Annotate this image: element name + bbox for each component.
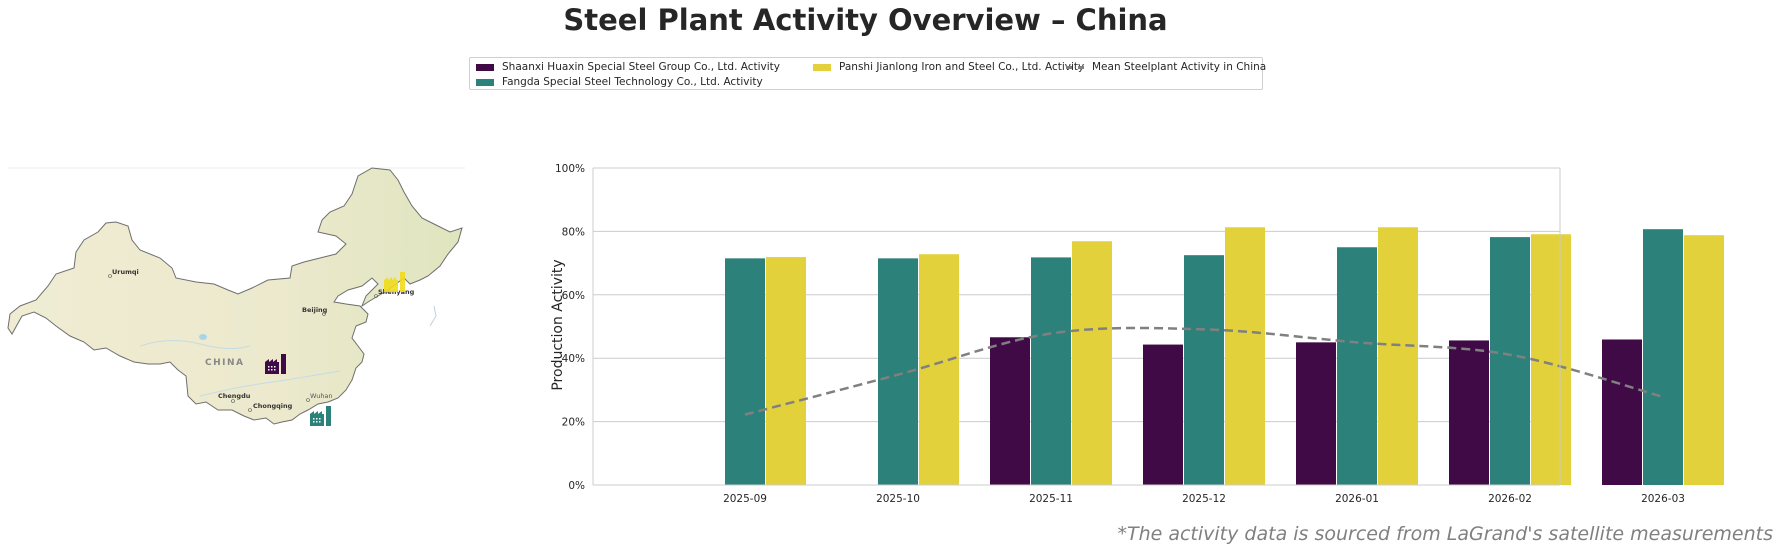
page-title: Steel Plant Activity Overview – China — [563, 3, 1168, 37]
y-tick-label: 40% — [562, 353, 585, 365]
y-tick-label: 100% — [555, 163, 585, 175]
map-river — [199, 370, 341, 397]
x-tick-label: 2025-09 — [723, 493, 767, 505]
city-dot-wuhan — [306, 398, 310, 402]
factory-icon[interactable] — [384, 272, 405, 292]
y-tick-label: 20% — [562, 417, 585, 429]
bar-2025-09-series-2 — [766, 257, 806, 485]
legend-label-shaanxi: Shaanxi Huaxin Special Steel Group Co., … — [502, 61, 781, 73]
bar-2026-01-series-1 — [1337, 247, 1377, 485]
bar-2026-02-series-1 — [1490, 237, 1530, 485]
chart-legend: Shaanxi Huaxin Special Steel Group Co., … — [469, 57, 1266, 90]
y-tick-label: 80% — [562, 226, 585, 238]
factory-icon[interactable] — [310, 406, 331, 426]
x-tick-label: 2026-01 — [1335, 493, 1379, 505]
country-label: CHINA — [205, 358, 244, 368]
legend-label-panshi: Panshi Jianlong Iron and Steel Co., Ltd.… — [839, 61, 1085, 73]
bar-2025-11-series-1 — [1031, 257, 1071, 485]
x-tick-label: 2025-10 — [876, 493, 920, 505]
bar-2025-11-series-0 — [990, 337, 1030, 485]
city-label-chengdu: Chengdu — [218, 392, 251, 400]
map-coast-detail — [429, 305, 437, 327]
legend-item-panshi: Panshi Jianlong Iron and Steel Co., Ltd.… — [813, 60, 1084, 74]
city-label-wuhan: Wuhan — [310, 392, 333, 400]
bar-2026-02-series-0 — [1449, 340, 1489, 485]
x-tick-label: 2025-11 — [1029, 493, 1073, 505]
legend-label-mean: Mean Steelplant Activity in China — [1092, 61, 1267, 73]
axes: 0% 20% 40% 60% 80% 100% 2025-09 2025-10 2025-11 2… — [555, 163, 1685, 505]
bar-2026-01-series-0 — [1296, 342, 1336, 485]
bar-2026-03-series-1 — [1643, 229, 1683, 485]
y-axis-label: Production Activity — [550, 259, 566, 390]
legend-swatch-panshi — [813, 63, 831, 71]
x-tick-label: 2026-02 — [1488, 493, 1532, 505]
bar-2025-12-series-2 — [1225, 227, 1265, 485]
city-label-beijing: Beijing — [302, 306, 328, 314]
map-lake — [199, 334, 207, 340]
bar-2025-12-series-0 — [1143, 344, 1183, 485]
mean-activity-line — [744, 326, 1664, 416]
city-dot-shenyang — [374, 294, 378, 298]
city-dot-chongqing — [248, 408, 252, 412]
bar-2026-03-series-0 — [1602, 339, 1642, 485]
bar-2025-12-series-1 — [1184, 255, 1224, 485]
legend-item-fangda: Fangda Special Steel Technology Co., Ltd… — [476, 75, 763, 89]
factory-icon[interactable] — [265, 354, 286, 374]
bar-2026-01-series-2 — [1378, 227, 1418, 485]
footnote: *The activity data is sourced from LaGra… — [1117, 523, 1773, 545]
china-outline — [7, 167, 463, 425]
china-map: Urumqi Beijing Shenyang Chengdu Chongqin… — [7, 167, 465, 426]
legend-item-mean: Mean Steelplant Activity in China — [1066, 60, 1266, 74]
mean-line-layer — [744, 326, 1664, 416]
bar-2025-10-series-2 — [919, 254, 959, 485]
legend-label-fangda: Fangda Special Steel Technology Co., Ltd… — [502, 76, 763, 88]
x-tick-label: 2025-12 — [1182, 493, 1226, 505]
y-tick-label: 0% — [568, 480, 585, 492]
city-dot-urumqi — [108, 274, 112, 278]
city-dot-beijing — [322, 312, 326, 316]
bar-2025-09-series-1 — [725, 258, 765, 485]
x-tick-label: 2026-03 — [1641, 493, 1685, 505]
bar-2025-11-series-2 — [1072, 241, 1112, 485]
bars — [725, 227, 1724, 485]
map-river — [139, 340, 251, 350]
bar-chart: 0% 20% 40% 60% 80% 100% 2025-09 2025-10 2025-11 2… — [550, 163, 1724, 505]
bar-2026-03-series-2 — [1684, 235, 1724, 485]
legend-swatch-shaanxi — [476, 63, 494, 71]
y-tick-label: 60% — [562, 290, 585, 302]
legend-swatch-fangda — [476, 78, 494, 86]
city-label-urumqi: Urumqi — [112, 268, 139, 276]
city-dot-chengdu — [231, 399, 235, 403]
city-label-chongqing: Chongqing — [253, 402, 293, 410]
legend-item-shaanxi: Shaanxi Huaxin Special Steel Group Co., … — [476, 60, 780, 74]
legend-swatch-mean — [1066, 65, 1084, 69]
